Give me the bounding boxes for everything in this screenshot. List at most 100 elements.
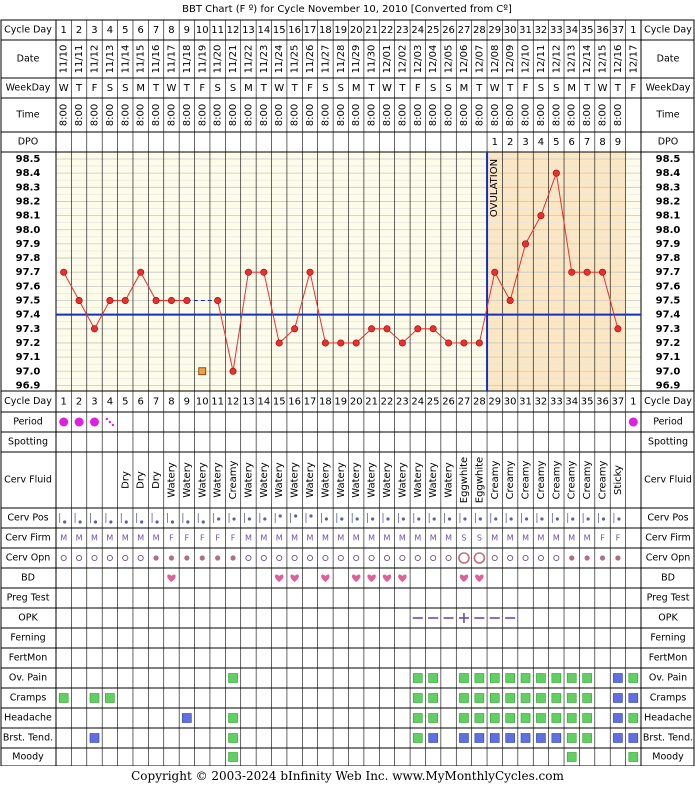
cycle-day-label-bottom: 33: [550, 397, 563, 408]
date-label: 11/19: [197, 45, 208, 74]
cycle-day-label-bottom: 37: [612, 397, 625, 408]
bd-heart-icon: [459, 574, 469, 582]
time-label: 8:00: [490, 104, 501, 126]
ov-pain-square: [474, 673, 485, 683]
cycle-day-label: 33: [550, 25, 563, 36]
cycle-day-label: 17: [304, 25, 317, 36]
cycle-day-label-bottom: 16: [288, 397, 301, 408]
row-label-cerv_opn: Cerv Opn: [6, 553, 51, 564]
cycle-day-label: 9: [184, 25, 190, 36]
cerv-pos-dot: [555, 517, 559, 521]
row-label-time: Time: [15, 110, 39, 121]
date-label: 12/13: [567, 45, 578, 74]
cycle-day-label-bottom: 12: [227, 397, 240, 408]
time-label: 8:00: [151, 104, 162, 126]
weekday-label: S: [230, 83, 236, 94]
temp-point: [552, 169, 560, 177]
cerv-pos-dot: [63, 520, 67, 524]
time-label: 8:00: [213, 104, 224, 126]
weekday-label: M: [244, 83, 253, 94]
cerv-pos-dot: [140, 520, 144, 524]
cycle-day-label-bottom: 34: [565, 397, 578, 408]
cerv-fluid-label: Watery: [413, 462, 424, 498]
temp-point: [167, 296, 175, 304]
date-label: 11/22: [243, 45, 254, 74]
row-label-period: Period: [13, 417, 43, 428]
y-tick-label-right: 98.4: [656, 168, 681, 179]
cerv-opn-medium: [260, 554, 267, 562]
temp-point: [522, 240, 530, 248]
bbt-chart: BBT Chart (F º) for Cycle November 10, 2…: [0, 4, 695, 766]
cycle-day-label: 1: [61, 25, 67, 36]
time-label: 8:00: [105, 104, 116, 126]
row-label-ov_pain: Ov. Pain: [9, 673, 47, 684]
cycle-day-label-bottom: 35: [581, 397, 594, 408]
temp-point: [121, 296, 129, 304]
time-label: 8:00: [305, 104, 316, 126]
temp-point: [152, 296, 160, 304]
cerv-fluid-label: Watery: [336, 462, 347, 498]
brst-tend-square: [474, 733, 485, 743]
temp-point: [537, 212, 545, 220]
period-dot: [89, 417, 99, 427]
time-label: 8:00: [382, 104, 393, 126]
cerv-opn-closed: [569, 555, 575, 561]
cerv-fluid-label: Creamy: [551, 461, 562, 500]
temp-point: [244, 268, 252, 276]
ov-pain-square: [489, 673, 500, 683]
cerv-fluid-label: Creamy: [505, 461, 516, 500]
time-label: 8:00: [413, 104, 424, 126]
temp-point: [491, 268, 499, 276]
cycle-day-label-bottom: 10: [196, 397, 209, 408]
cerv-fluid-label: Creamy: [228, 461, 239, 500]
time-label: 8:00: [274, 104, 285, 126]
date-label: 11/23: [259, 45, 270, 74]
cycle-day-label-bottom: 15: [273, 397, 286, 408]
time-label: 8:00: [474, 104, 485, 126]
ovulation-label: OVULATION: [489, 159, 500, 217]
cerv-fluid-label: Watery: [274, 462, 285, 498]
date-label: 11/30: [367, 45, 378, 74]
temp-segment: [294, 272, 311, 329]
y-tick-label: 97.0: [16, 366, 41, 377]
discarded-temp-point: [198, 367, 207, 376]
cycle-day-label: 32: [535, 25, 548, 36]
cycle-day-label: 2: [76, 25, 82, 36]
ov-pain-square: [520, 673, 531, 683]
temp-point: [475, 339, 483, 347]
headache-square: [582, 713, 592, 723]
row-label-time-right: Time: [655, 110, 679, 121]
cerv-firm-label: F: [169, 534, 174, 543]
cycle-day-label-bottom: 7: [153, 397, 159, 408]
date-label: 12/05: [444, 45, 455, 74]
row-label-cramps: Cramps: [10, 693, 47, 704]
temp-segment: [525, 215, 542, 245]
cerv-pos-dot: [263, 517, 267, 521]
row-label-bd: BD: [21, 573, 35, 584]
cycle-day-label: 30: [504, 25, 517, 36]
cycle-day-label-bottom: 36: [596, 397, 609, 408]
date-label: 12/01: [382, 45, 393, 74]
cramps-square: [536, 693, 546, 703]
weekday-label: F: [307, 83, 313, 94]
headache-square: [551, 713, 562, 723]
cerv-pos-dot: [355, 517, 359, 521]
cycle-day-label-bottom: 32: [535, 397, 548, 408]
date-label: 11/14: [120, 45, 131, 74]
cerv-firm-label: M: [522, 534, 529, 543]
date-label: 11/15: [136, 45, 147, 74]
y-tick-label: 98.0: [16, 225, 41, 236]
cycle-day-label: 31: [519, 25, 532, 36]
brst-tend-square: [428, 733, 438, 743]
cerv-pos-dot: [524, 517, 529, 521]
cramps-square: [520, 693, 531, 703]
temp-point: [60, 268, 68, 276]
temp-segment: [78, 300, 95, 330]
cycle-day-label-bottom: 21: [365, 397, 378, 408]
cerv-fluid-label: Watery: [397, 462, 408, 498]
temp-point: [368, 325, 376, 333]
y-tick-label: 97.4: [16, 310, 41, 321]
temp-point: [398, 339, 406, 347]
y-tick-label: 97.6: [16, 281, 41, 292]
weekday-label: F: [92, 83, 98, 94]
